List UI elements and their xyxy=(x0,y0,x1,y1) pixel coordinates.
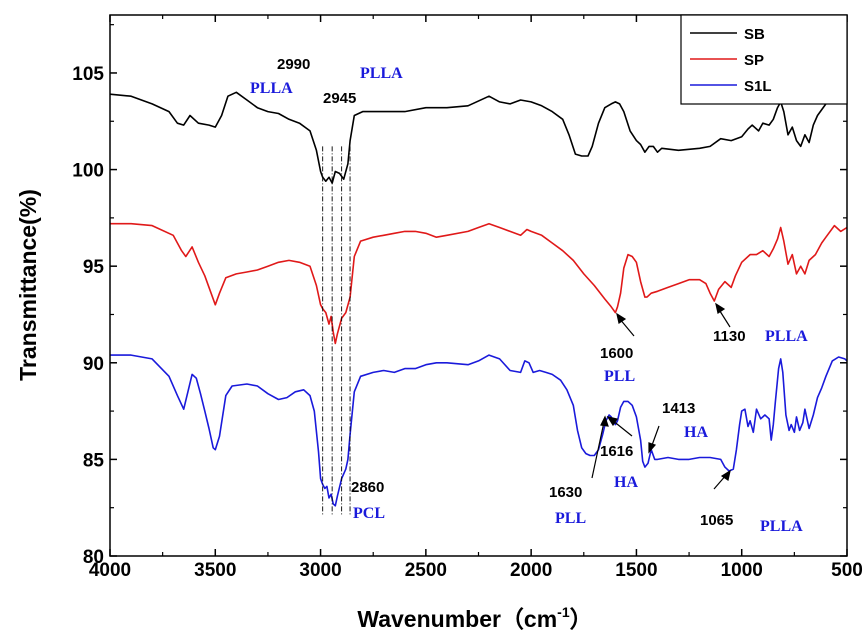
arrow-1630 xyxy=(591,421,605,479)
y-tick-label: 100 xyxy=(72,161,104,182)
annotations: 2990 PLLA PLLA 2945 1600 PLL 1130 PLLA 2… xyxy=(250,56,808,535)
ann-pll-1630: PLL xyxy=(555,510,586,527)
arrowhead-1413 xyxy=(648,442,657,454)
series-line-sp xyxy=(110,222,848,345)
ann-1630: 1630 xyxy=(549,484,582,501)
ann-2945: 2945 xyxy=(323,90,356,107)
tick-labels: 4000 3500 3000 2500 2000 1500 1000 500 80 85 90 95 1… xyxy=(72,64,863,581)
ann-plla-1130: PLLA xyxy=(765,328,808,345)
y-axis-title: Transmittance(%) xyxy=(15,189,41,381)
legend: SB SP S1L xyxy=(680,14,848,105)
ann-plla-left: PLLA xyxy=(250,80,293,97)
spectrum-curves xyxy=(109,91,848,507)
ann-plla-top: PLLA xyxy=(360,65,403,82)
ann-1616: 1616 xyxy=(600,443,633,460)
ann-1065: 1065 xyxy=(700,512,733,529)
arrowhead-1600 xyxy=(616,312,627,324)
ann-pcl: PCL xyxy=(353,505,385,522)
arrowhead-1065 xyxy=(720,469,731,481)
annotation-arrows xyxy=(591,302,731,490)
legend-label-s1l: S1L xyxy=(744,78,772,95)
ann-2860: 2860 xyxy=(351,479,384,496)
x-tick-label: 3500 xyxy=(194,560,236,581)
x-tick-label: 2500 xyxy=(405,560,447,581)
legend-label-sb: SB xyxy=(744,26,765,43)
ann-ha-1616: HA xyxy=(614,474,638,491)
x-axis-title-close: ） xyxy=(570,606,593,632)
reference-lines xyxy=(322,146,351,516)
series-line-sb xyxy=(109,91,848,184)
x-tick-label: 1000 xyxy=(721,560,763,581)
arrowhead-1630 xyxy=(600,415,609,427)
y-tick-label: 85 xyxy=(83,450,105,471)
x-axis-title-sup: -1 xyxy=(557,604,570,620)
arrow-1616 xyxy=(611,419,633,437)
ann-pll-1600: PLL xyxy=(604,368,635,385)
x-axis-title: Wavenumber（cm-1） xyxy=(357,604,592,632)
x-tick-label: 3000 xyxy=(299,560,341,581)
y-tick-label: 95 xyxy=(83,257,105,278)
ann-ha-1413: HA xyxy=(684,424,708,441)
y-tick-label: 80 xyxy=(83,547,104,568)
x-tick-label: 1500 xyxy=(615,560,657,581)
y-tick-label: 105 xyxy=(72,64,104,85)
ann-plla-1065: PLLA xyxy=(760,518,803,535)
x-tick-label: 500 xyxy=(831,560,863,581)
ann-2990: 2990 xyxy=(277,56,310,73)
y-tick-label: 90 xyxy=(83,354,104,375)
legend-label-sp: SP xyxy=(744,52,764,69)
ann-1413: 1413 xyxy=(662,400,695,417)
arrowhead-1616 xyxy=(606,416,618,427)
arrowhead-1130 xyxy=(715,302,726,314)
x-tick-label: 4000 xyxy=(89,560,131,581)
ann-1600: 1600 xyxy=(600,345,633,362)
x-axis-title-main: Wavenumber（cm xyxy=(357,606,557,632)
x-tick-label: 2000 xyxy=(510,560,552,581)
series-line-s1l xyxy=(110,354,848,507)
ann-1130: 1130 xyxy=(713,328,746,345)
